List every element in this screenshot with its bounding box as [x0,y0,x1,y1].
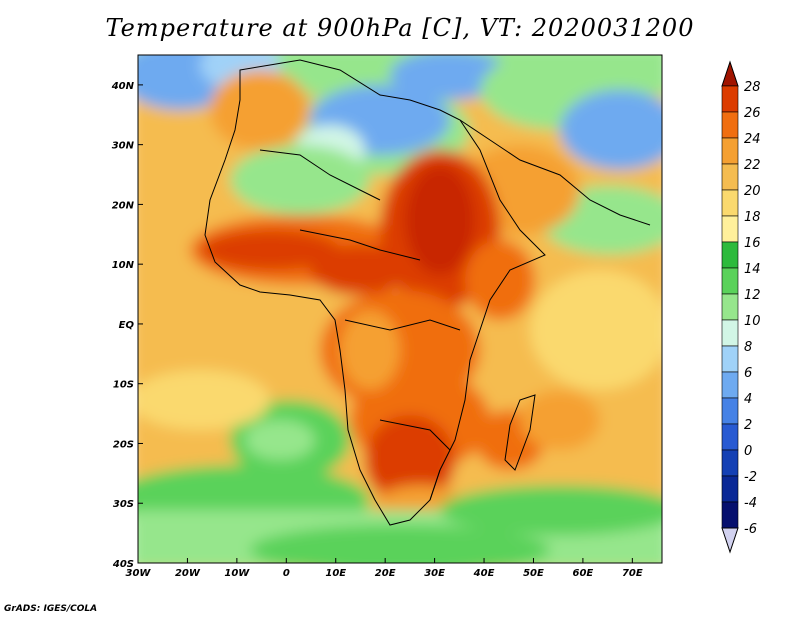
colorbar-swatch [721,397,739,425]
lon-tick-label: 10E [325,568,346,579]
colorbar-swatch [721,423,739,451]
colorbar-label: 12 [744,288,761,303]
colorbar-label: 28 [744,80,761,95]
lon-tick-label: 10W [224,568,250,579]
colorbar-label: 16 [744,236,761,251]
lat-tick-label: 40N [111,81,135,92]
colorbar-swatch [721,345,739,373]
lon-tick-label: 30E [424,568,445,579]
colorbar-label: 26 [744,106,761,121]
colorbar-swatch [721,371,739,399]
colorbar-label: 0 [744,444,752,459]
colorbar-label: 2 [744,418,752,433]
colorbar-label: 4 [744,392,752,407]
colorbar-swatch [721,267,739,295]
colorbar-label: 22 [744,158,761,173]
lon-tick-label: 70E [622,568,643,579]
lat-tick-label: 40S [112,559,134,570]
credit-label: GrADS: IGES/COLA [4,604,98,614]
lon-tick-label: 0 [283,568,290,579]
map-title: Temperature at 900hPa [C], VT: 202003120… [105,14,695,42]
colorbar-swatch [721,475,739,503]
colorbar-swatch [721,319,739,347]
lon-tick-label: 20W [175,568,201,579]
lat-tick-label: 20N [112,200,135,211]
colorbar-swatch [721,215,739,243]
lat-tick-label: 10S [113,380,134,391]
colorbar-swatch [721,449,739,477]
axis-ticks: 30W 20W 10W 0 10E 20E 30E 40E 50E 60E 70E 40S 30S 20S… [111,81,643,579]
colorbar-swatch [721,163,739,191]
colorbar-label: -4 [744,496,757,511]
lat-tick-label: EQ [119,320,135,331]
lon-tick-label: 50E [523,568,544,579]
colorbar-swatch [721,111,739,139]
lat-tick-label: 10N [112,260,135,271]
colorbar-swatch [721,241,739,269]
colorbar-label: 20 [744,184,761,199]
lon-tick-label: 20E [375,568,396,579]
lon-tick-label: 30W [126,568,152,579]
colorbar-label: 18 [744,210,761,225]
colorbar-label: 10 [744,314,761,329]
colorbar-label: -2 [744,470,757,485]
colorbar-label: 8 [744,340,752,355]
lat-tick-label: 30S [113,499,134,510]
colorbar-swatch [721,137,739,165]
lat-tick-label: 20S [113,439,134,450]
colorbar-label: 6 [744,366,752,381]
plot-frame [137,54,663,564]
colorbar-swatch [721,85,739,113]
colorbar-top-arrow [721,60,739,87]
colorbar-label: 24 [744,132,761,147]
lon-tick-label: 40E [473,568,495,579]
colorbar-bottom-arrow [721,527,739,554]
colorbar-swatch [721,501,739,529]
temperature-field [138,55,662,563]
colorbar-swatch [721,189,739,217]
coastlines [204,59,651,526]
colorbar-label: 14 [744,262,761,277]
lon-tick-label: 60E [573,568,594,579]
lat-tick-label: 30N [112,141,135,152]
colorbar-label: -6 [744,522,757,537]
colorbar-swatch [721,293,739,321]
